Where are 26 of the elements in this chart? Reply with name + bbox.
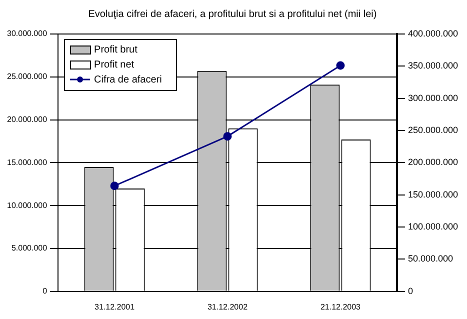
y2-tick-label: 350.000.000 <box>408 60 458 71</box>
y2-tick-label: 200.000.000 <box>408 157 458 168</box>
legend-label: Profit net <box>94 59 134 70</box>
y-tick-label: 15.000.000 <box>6 158 48 167</box>
y2-tick-label: 300.000.000 <box>408 92 458 103</box>
legend-label: Profit brut <box>94 44 138 56</box>
y-tick-label: 10.000.000 <box>6 200 48 210</box>
y2-tick-label: 0 <box>408 286 413 296</box>
x-tick-label: 31.12.2001 <box>94 302 136 312</box>
y2-tick-label: 100.000.000 <box>408 222 458 232</box>
y-tick-label: 30.000.000 <box>6 29 48 38</box>
y-tick-label: 20.000.000 <box>6 115 48 124</box>
point <box>336 61 345 70</box>
y-tick-label: 25.000.000 <box>6 72 48 82</box>
point <box>110 182 119 190</box>
legend-label: Cifra de afaceri <box>94 74 162 86</box>
y2-tick-label: 150.000.000 <box>408 189 458 200</box>
y2-tick-label: 400.000.000 <box>408 28 458 38</box>
chart-title: Evoluţia cifrei de afaceri, a profitului brut si a profitului net (mii lei) <box>88 8 377 20</box>
y2-tick-label: 50.000.000 <box>408 254 453 264</box>
x-tick-label: 21.12.2003 <box>320 302 362 312</box>
x-tick-label: 31.12.2002 <box>207 302 248 312</box>
y2-tick-label: 250.000.000 <box>408 125 458 136</box>
y-tick-label: 0 <box>42 286 48 296</box>
point <box>223 132 232 141</box>
y-tick-label: 5.000.000 <box>11 244 48 253</box>
